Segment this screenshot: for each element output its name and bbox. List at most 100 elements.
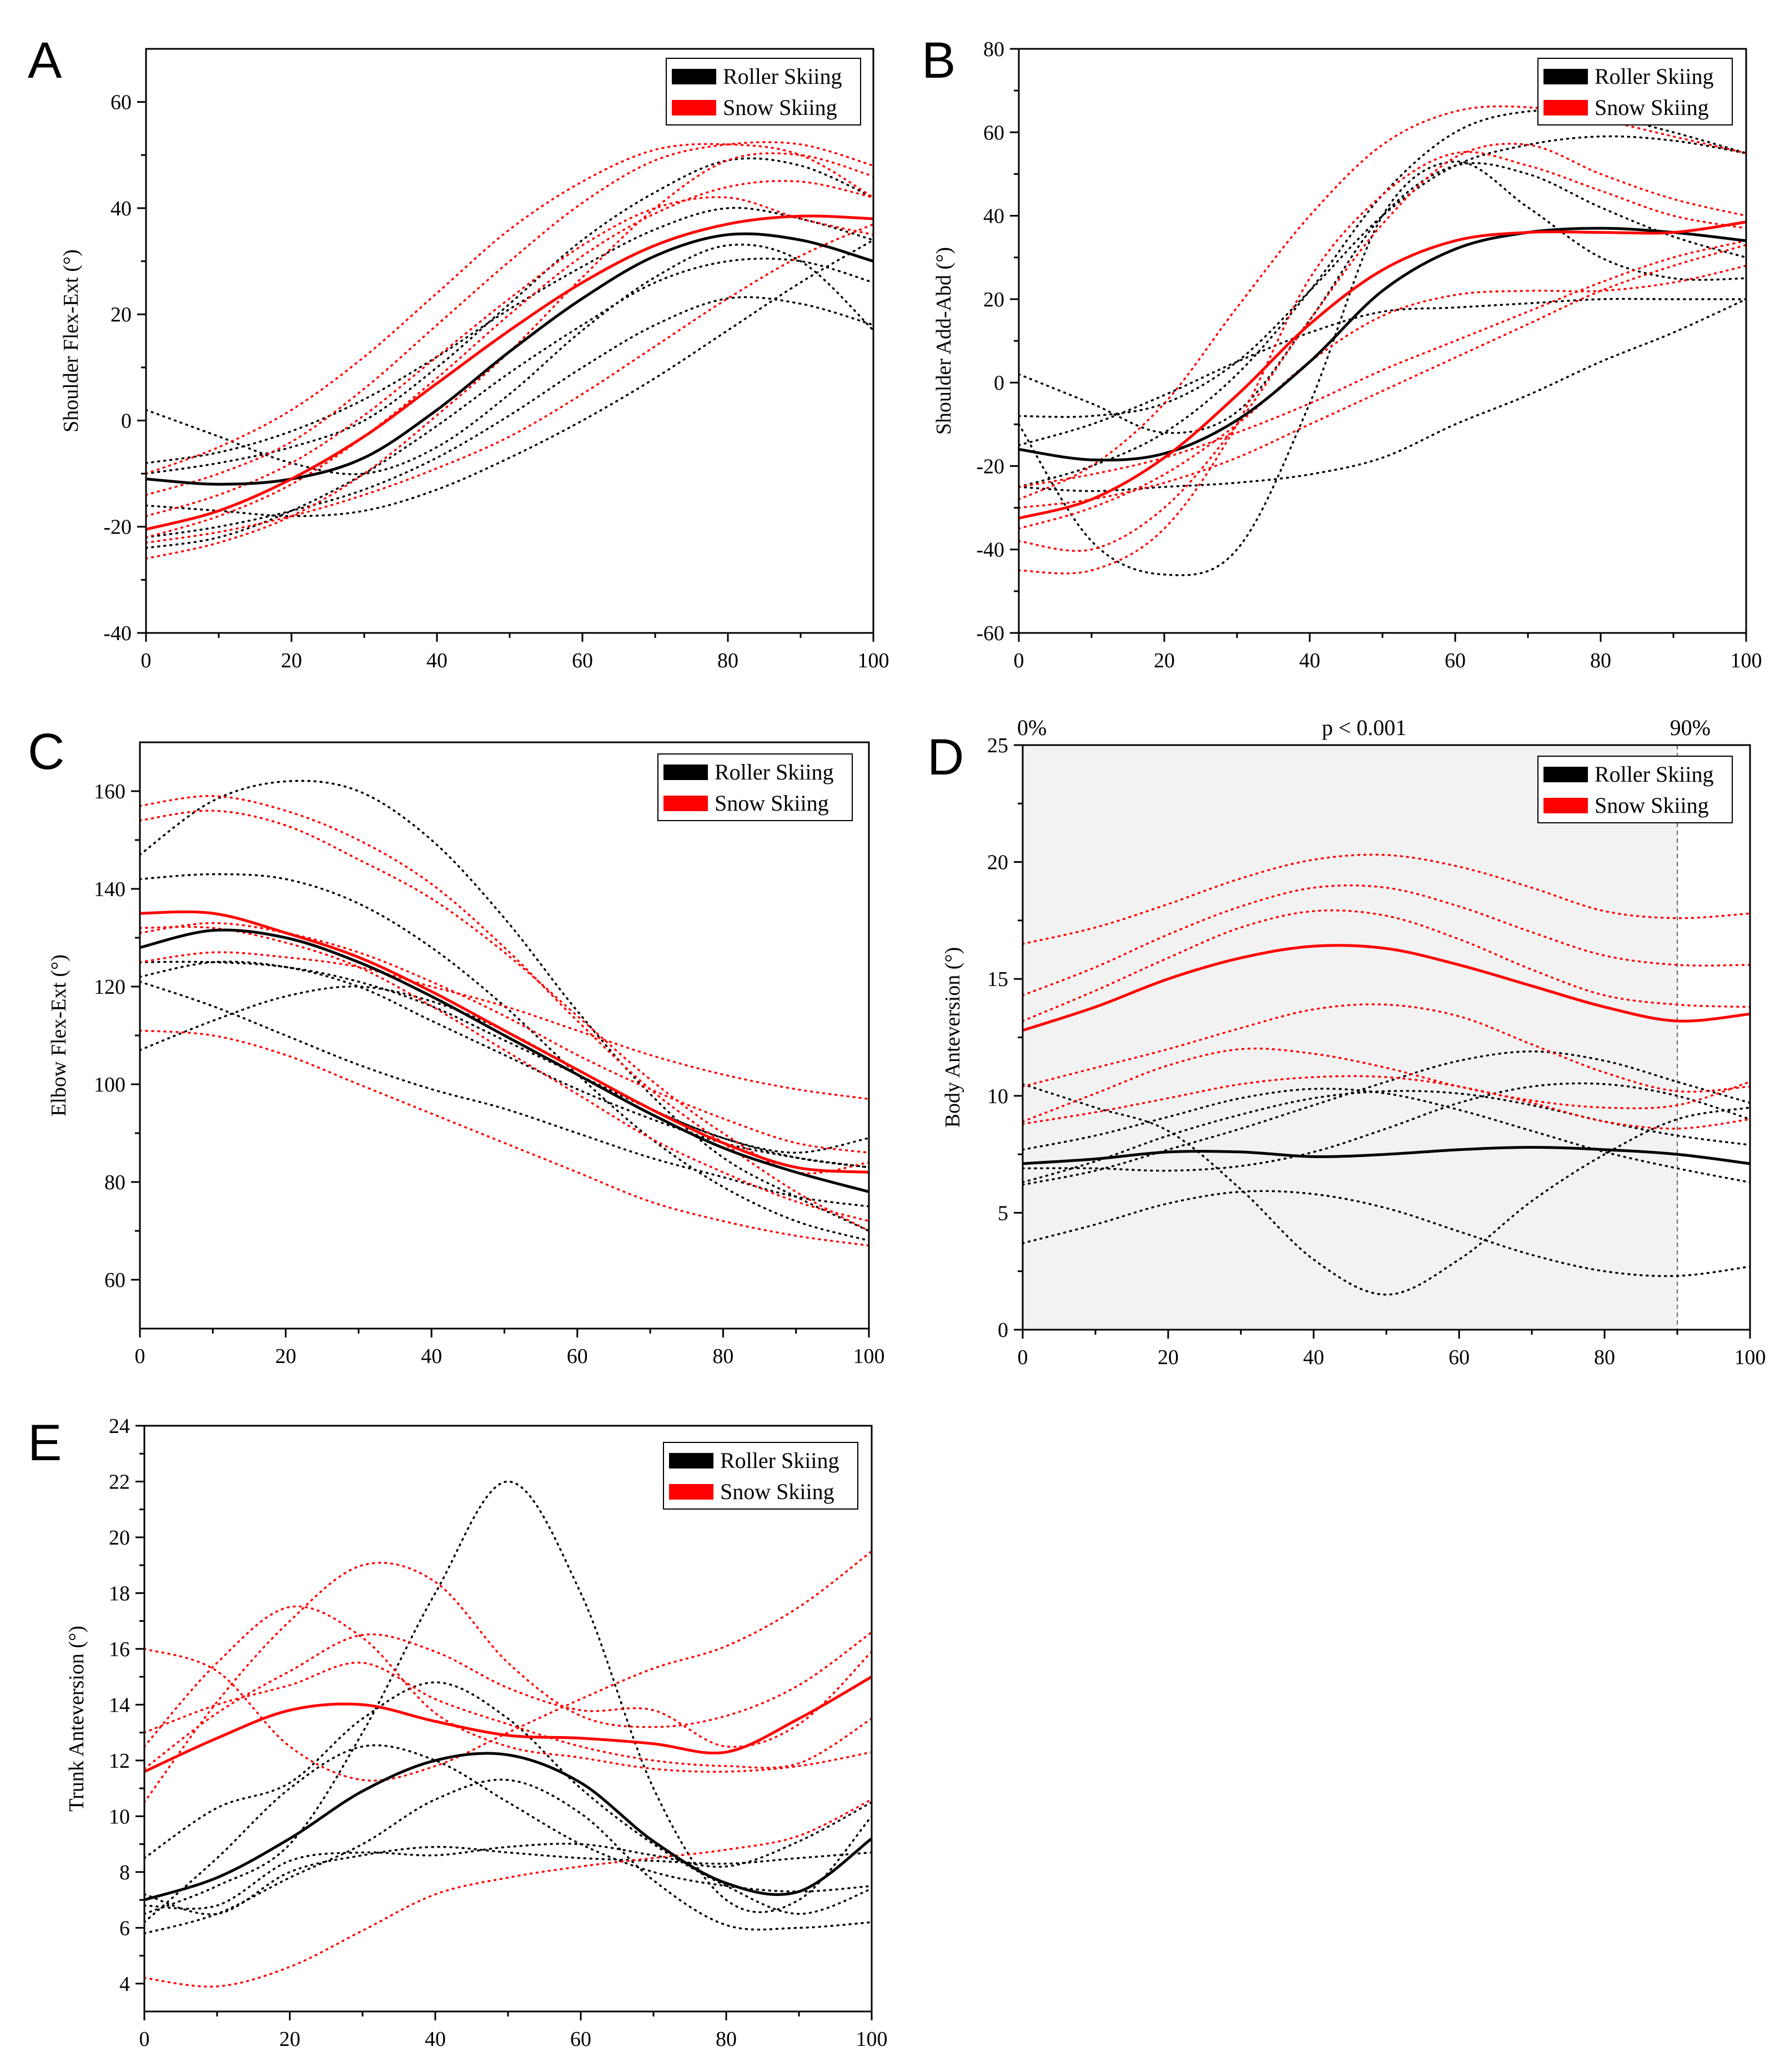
panel-letter: B — [922, 32, 956, 89]
trial-line-snow — [140, 794, 869, 1232]
trial-line-snow — [146, 143, 873, 475]
y-tick-label: 20 — [983, 288, 1004, 311]
legend-swatch-roller — [1543, 767, 1588, 782]
y-tick-label: 120 — [94, 975, 125, 999]
mean-line-snow — [1019, 220, 1746, 520]
y-axis-title: Elbow Flex-Ext (°) — [47, 954, 71, 1117]
legend-swatch-roller — [1543, 69, 1588, 84]
y-tick-label: 80 — [104, 1171, 125, 1194]
y-tick-label: 14 — [109, 1693, 130, 1717]
y-tick-label: -20 — [976, 455, 1004, 478]
trial-line-snow — [1019, 239, 1746, 488]
mean-line-snow — [140, 910, 869, 1174]
significance-start-label: 0% — [1017, 715, 1047, 740]
significance-region — [1023, 745, 1677, 1330]
trial-line-roller — [144, 1480, 872, 1915]
legend-swatch-snow — [663, 796, 708, 811]
x-tick-label: 0 — [135, 1345, 145, 1368]
y-tick-label: 5 — [998, 1201, 1008, 1225]
y-tick-label: 40 — [110, 197, 132, 220]
y-tick-label: 25 — [987, 734, 1008, 757]
legend-swatch-snow — [1543, 100, 1588, 115]
trial-line-snow — [144, 1798, 872, 1988]
y-tick-label: -60 — [976, 622, 1004, 645]
trial-line-roller — [140, 779, 869, 1232]
x-tick-label: 20 — [281, 649, 302, 672]
legend-label-roller: Roller Skiing — [1595, 762, 1713, 787]
y-tick-label: 24 — [109, 1415, 130, 1438]
trial-line-snow — [1019, 264, 1746, 530]
trial-line-snow — [1023, 1003, 1750, 1093]
panel-letter: D — [927, 729, 964, 786]
trial-line-snow — [144, 1605, 872, 1773]
legend-label-roller: Roller Skiing — [723, 64, 842, 89]
y-tick-label: 8 — [119, 1861, 130, 1884]
y-tick-label: 0 — [994, 371, 1004, 395]
mean-line-roller — [1019, 227, 1746, 462]
x-tick-label: 100 — [858, 649, 889, 672]
trial-line-roller — [144, 1681, 872, 1915]
x-tick-label: 40 — [1299, 649, 1320, 672]
y-tick-label: 60 — [983, 121, 1004, 144]
legend: Roller Skiing Snow Skiing — [663, 1442, 858, 1510]
y-tick-label: -20 — [103, 516, 132, 539]
legend: Roller Skiing Snow Skiing — [666, 58, 861, 125]
significance-end-label: 90% — [1670, 715, 1711, 740]
trial-line-roller — [144, 1778, 872, 1935]
trial-line-roller — [1023, 1050, 1750, 1186]
y-tick-label: -40 — [976, 539, 1004, 562]
y-tick-label: 6 — [119, 1917, 130, 1940]
trial-line-snow — [144, 1633, 872, 1770]
x-tick-label: 0 — [141, 649, 152, 672]
series-group — [1023, 853, 1750, 1296]
legend: Roller Skiing Snow Skiing — [657, 753, 853, 821]
mean-line-roller — [144, 1752, 872, 1902]
mean-line-roller — [146, 232, 873, 486]
trial-line-roller — [140, 985, 869, 1169]
trial-line-snow — [140, 809, 869, 1175]
legend-label-snow: Snow Skiing — [715, 791, 829, 816]
trial-line-snow — [1023, 1047, 1750, 1123]
y-tick-label: 4 — [119, 1973, 130, 1996]
y-tick-label: 40 — [983, 205, 1004, 228]
x-tick-label: 80 — [717, 649, 738, 672]
y-tick-label: 60 — [110, 91, 132, 114]
mean-line-roller — [1023, 1145, 1750, 1165]
x-tick-label: 0 — [139, 2028, 150, 2051]
trial-line-roller — [140, 873, 869, 1242]
trial-line-roller — [1019, 135, 1746, 418]
x-tick-label: 0 — [1018, 1346, 1028, 1369]
mean-line-snow — [1023, 944, 1750, 1032]
series-group — [146, 141, 873, 560]
trial-line-snow — [146, 223, 873, 544]
y-tick-label: 20 — [109, 1526, 130, 1550]
legend-label-roller: Roller Skiing — [715, 760, 833, 784]
legend-label-roller: Roller Skiing — [720, 1448, 839, 1473]
y-tick-label: 12 — [109, 1749, 130, 1773]
trial-line-roller — [146, 296, 873, 539]
panel-d: 0% p < 0.001 90% 0 20 40 60 80 100 0 5 10 15 20 25 Body… — [927, 715, 1766, 1369]
y-axis-title: Shoulder Add-Abd (°) — [932, 247, 956, 435]
series-group — [140, 779, 869, 1247]
trial-line-snow — [1023, 909, 1750, 1022]
panel-letter: E — [28, 1415, 62, 1471]
x-tick-label: 20 — [279, 2028, 300, 2051]
y-tick-label: 0 — [121, 409, 132, 432]
panel-a: 0 20 40 60 80 100 -40 -20 0 20 40 60 Shoulder Flex-E… — [28, 32, 889, 672]
y-tick-label: 80 — [983, 38, 1004, 61]
panel-letter: A — [28, 32, 62, 89]
trial-line-roller — [146, 257, 873, 549]
trial-line-snow — [140, 951, 869, 1100]
y-tick-label: 10 — [987, 1085, 1008, 1108]
trial-line-roller — [146, 243, 873, 475]
x-tick-label: 100 — [1731, 649, 1762, 672]
x-tick-label: 60 — [1449, 1346, 1470, 1369]
x-tick-label: 100 — [856, 2028, 888, 2051]
series-group — [1019, 105, 1746, 576]
y-tick-label: 20 — [987, 851, 1008, 874]
trial-line-snow — [1023, 853, 1750, 945]
mean-line-snow — [146, 214, 873, 531]
y-tick-label: 10 — [109, 1805, 130, 1828]
legend-label-snow: Snow Skiing — [1595, 95, 1709, 120]
legend-label-snow: Snow Skiing — [723, 95, 837, 120]
